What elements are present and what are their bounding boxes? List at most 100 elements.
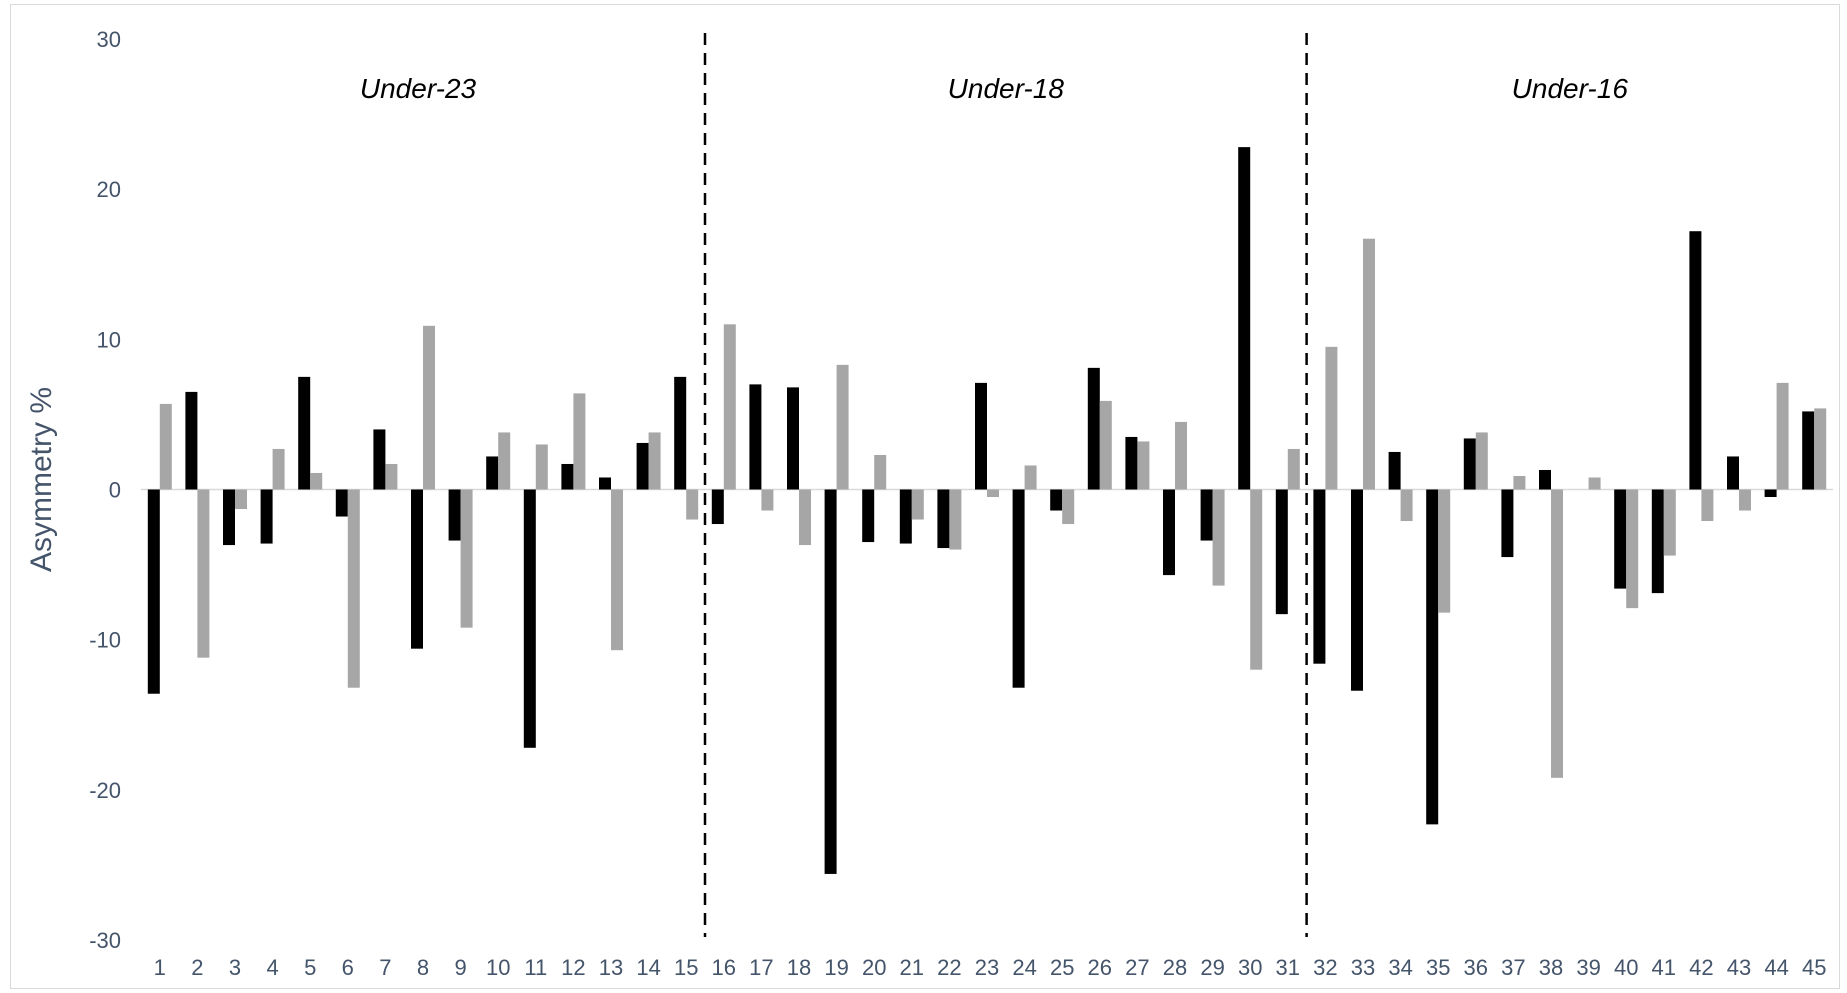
- x-tick-label: 34: [1388, 955, 1412, 980]
- bar-series-1-cat-7: [373, 429, 386, 490]
- bar-series-2-cat-31: [1287, 448, 1300, 490]
- x-tick-label: 5: [304, 955, 316, 980]
- bar-series-2-cat-17: [761, 489, 774, 511]
- bar-series-1-cat-36: [1463, 438, 1476, 490]
- bar-series-2-cat-35: [1438, 489, 1451, 613]
- bar-series-1-cat-1: [147, 489, 160, 694]
- bar-series-2-cat-7: [385, 463, 398, 490]
- bar-series-2-cat-37: [1513, 475, 1526, 490]
- x-tick-label: 9: [454, 955, 466, 980]
- x-tick-label: 25: [1050, 955, 1074, 980]
- bar-series-2-cat-36: [1475, 432, 1488, 490]
- x-tick-label: 15: [674, 955, 698, 980]
- bar-series-2-cat-4: [272, 448, 285, 490]
- bar-series-2-cat-26: [1099, 400, 1112, 490]
- x-tick-label: 24: [1012, 955, 1036, 980]
- bar-series-2-cat-19: [836, 364, 849, 490]
- bar-series-2-cat-10: [498, 432, 511, 490]
- bar-series-1-cat-22: [937, 489, 950, 549]
- bar-series-1-cat-28: [1163, 489, 1175, 576]
- bar-series-1-cat-2: [185, 391, 198, 490]
- y-tick-label: -30: [89, 928, 121, 953]
- bar-series-1-cat-11: [523, 489, 536, 748]
- x-tick-label: 26: [1088, 955, 1112, 980]
- x-tick-label: 2: [191, 955, 203, 980]
- bar-series-2-cat-3: [235, 489, 247, 510]
- bar-series-1-cat-9: [448, 489, 461, 541]
- x-tick-label: 18: [787, 955, 811, 980]
- bar-series-2-cat-25: [1062, 489, 1075, 525]
- bar-series-2-cat-18: [799, 489, 811, 546]
- x-tick-label: 36: [1464, 955, 1488, 980]
- bar-series-1-cat-38: [1539, 469, 1551, 490]
- group-labels: Under-23 Under-18 Under-16: [360, 73, 1628, 104]
- x-tick-label: 3: [229, 955, 241, 980]
- bar-series-1-cat-5: [298, 376, 311, 490]
- bar-series-1-cat-15: [674, 376, 687, 490]
- x-tick-label: 8: [417, 955, 429, 980]
- group-dividers: [703, 33, 1308, 937]
- bar-series-1-cat-8: [411, 489, 423, 649]
- bar-series-2-cat-44: [1776, 382, 1789, 490]
- x-tick-label: 37: [1501, 955, 1525, 980]
- x-tick-label: 44: [1764, 955, 1788, 980]
- bar-series-1-cat-33: [1351, 489, 1363, 691]
- bar-series-2-cat-28: [1175, 421, 1187, 490]
- x-tick-label: 6: [342, 955, 354, 980]
- bar-series-2-cat-6: [347, 489, 360, 688]
- y-tick-label: -20: [89, 778, 121, 803]
- bar-series-1-cat-41: [1651, 489, 1664, 594]
- x-tick-label: 32: [1313, 955, 1337, 980]
- bar-series-2-cat-41: [1663, 489, 1676, 556]
- bar-series-1-cat-31: [1275, 489, 1288, 615]
- bar-series-1-cat-43: [1727, 456, 1739, 490]
- x-tick-label: 42: [1689, 955, 1713, 980]
- bar-series-1-cat-19: [824, 489, 837, 874]
- bar-series-2-cat-27: [1137, 441, 1150, 490]
- bar-series-2-cat-11: [535, 444, 548, 490]
- bar-series-2-cat-33: [1363, 238, 1375, 490]
- group-label: Under-23: [360, 73, 477, 104]
- bar-series-1-cat-12: [561, 463, 574, 490]
- bar-series-1-cat-21: [899, 489, 912, 544]
- x-tick-label: 28: [1163, 955, 1187, 980]
- bars: [147, 147, 1827, 874]
- bar-series-2-cat-24: [1024, 465, 1037, 490]
- x-tick-label: 7: [379, 955, 391, 980]
- bar-series-2-cat-43: [1739, 489, 1751, 511]
- x-tick-label: 1: [154, 955, 166, 980]
- bar-series-2-cat-34: [1400, 489, 1413, 522]
- bar-series-1-cat-14: [636, 442, 649, 490]
- bar-series-2-cat-16: [723, 324, 736, 490]
- x-tick-label: 38: [1539, 955, 1563, 980]
- bar-series-1-cat-13: [599, 477, 611, 490]
- x-tick-label: 23: [975, 955, 999, 980]
- bar-series-2-cat-32: [1325, 346, 1338, 490]
- bar-series-2-cat-8: [423, 325, 435, 490]
- x-tick-label: 20: [862, 955, 886, 980]
- bar-series-1-cat-10: [486, 456, 499, 490]
- bar-series-1-cat-23: [975, 382, 987, 490]
- bar-series-1-cat-40: [1614, 489, 1627, 589]
- bar-series-1-cat-24: [1012, 489, 1025, 688]
- x-tick-label: 43: [1727, 955, 1751, 980]
- bar-series-1-cat-6: [335, 489, 348, 517]
- bar-series-1-cat-18: [787, 387, 799, 490]
- bar-series-1-cat-37: [1501, 489, 1514, 558]
- x-tick-label: 21: [900, 955, 924, 980]
- bar-series-1-cat-35: [1426, 489, 1439, 825]
- y-tick-label: 30: [97, 27, 121, 52]
- bar-series-1-cat-27: [1125, 436, 1138, 490]
- x-tick-label: 33: [1351, 955, 1375, 980]
- x-tick-label: 27: [1125, 955, 1149, 980]
- bar-series-1-cat-45: [1802, 411, 1815, 490]
- bar-series-1-cat-29: [1200, 489, 1213, 541]
- y-tick-label: 10: [97, 327, 121, 352]
- group-label: Under-16: [1512, 73, 1629, 104]
- bar-series-2-cat-20: [874, 454, 887, 490]
- x-tick-label: 35: [1426, 955, 1450, 980]
- bar-series-1-cat-30: [1238, 147, 1251, 490]
- bar-series-1-cat-16: [711, 489, 724, 525]
- bar-series-2-cat-21: [911, 489, 924, 520]
